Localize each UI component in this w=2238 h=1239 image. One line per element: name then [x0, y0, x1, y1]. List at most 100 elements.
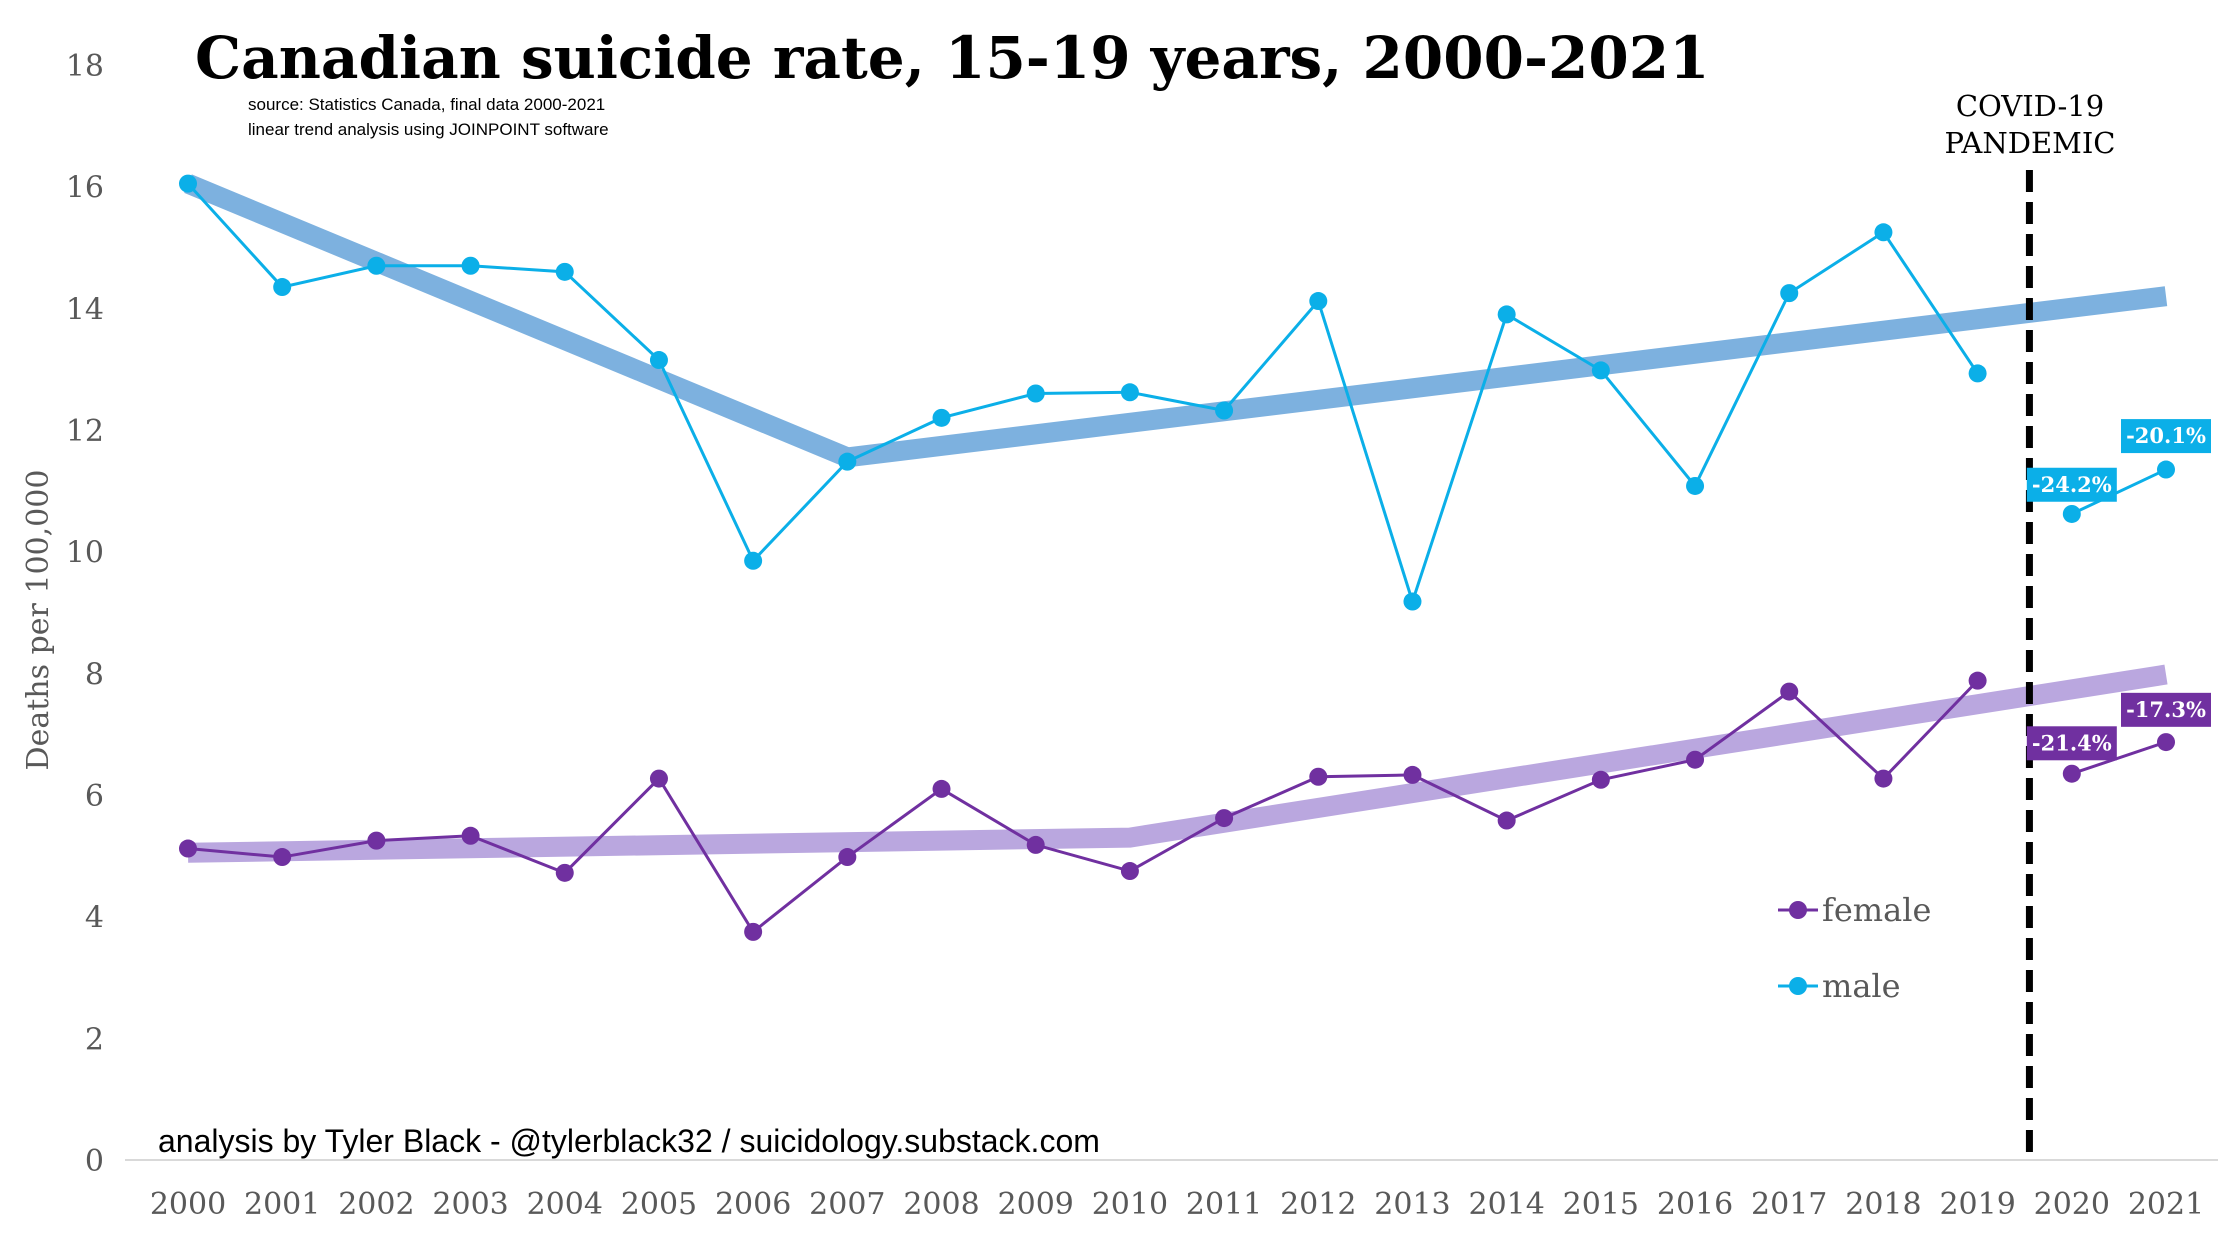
- data-point-male: [1120, 383, 1139, 402]
- change-badge-label: -21.4%: [2032, 730, 2112, 755]
- data-point-male: [555, 262, 574, 281]
- data-point-male: [1026, 384, 1045, 403]
- y-tick-label: 2: [85, 1022, 104, 1057]
- series-line-female-pandemic: [2071, 740, 2167, 776]
- axis-layer: 0 2 4 6 8 10 12 14 16 18 2000 2001 2002 2003 2004 2005 2…: [66, 49, 2218, 1222]
- change-badge-label: -24.2%: [2032, 472, 2112, 497]
- annotation-layer: -24.2% -20.1% -21.4% -17.3%: [2025, 170, 2211, 1160]
- data-point-male: [744, 551, 763, 570]
- x-tick-label: 2005: [621, 1187, 697, 1222]
- x-tick-label: 2001: [244, 1187, 320, 1222]
- data-point-female: [1874, 769, 1893, 788]
- data-point-female: [367, 831, 386, 850]
- legend-female-marker: [1789, 901, 1807, 919]
- change-badge: [2121, 419, 2211, 454]
- data-point-female: [1497, 811, 1516, 830]
- data-point-female: [1780, 682, 1799, 701]
- data-point-male: [273, 278, 292, 297]
- series-layer: [179, 174, 2175, 941]
- y-axis-label: Deaths per 100,000: [21, 470, 56, 771]
- data-point-male: [1309, 292, 1328, 311]
- data-point-female: [461, 826, 480, 845]
- change-badge: [2026, 467, 2117, 502]
- x-tick-label: 2003: [432, 1187, 508, 1222]
- x-tick-label: 2012: [1280, 1187, 1356, 1222]
- x-tick-label: 2021: [2128, 1187, 2204, 1222]
- data-point-male: [1215, 401, 1234, 420]
- pandemic-label-line-1: COVID-19: [1956, 89, 2104, 123]
- data-point-male: [1591, 361, 1610, 380]
- x-tick-label: 2002: [338, 1187, 414, 1222]
- y-tick-label: 12: [66, 414, 104, 449]
- data-point-female: [1215, 809, 1234, 828]
- data-point-male: [1497, 305, 1516, 324]
- series-line-female: [187, 679, 1979, 935]
- y-tick-label: 6: [85, 779, 104, 814]
- data-point-male: [932, 408, 951, 427]
- data-point-female: [1968, 671, 1987, 690]
- change-badge: [2026, 726, 2117, 761]
- data-point-male: [1686, 476, 1705, 495]
- data-point-male: [1968, 364, 1987, 383]
- trend-layer: [184, 174, 2168, 863]
- data-point-female: [1591, 770, 1610, 789]
- data-point-female: [1403, 765, 1422, 784]
- data-point-female: [1686, 750, 1705, 769]
- legend: female male: [1778, 891, 1931, 1005]
- data-point-female: [1309, 767, 1328, 786]
- data-point-male: [838, 452, 857, 471]
- change-badge: [2121, 692, 2211, 727]
- x-tick-label: 2000: [150, 1187, 226, 1222]
- y-tick-label: 16: [66, 171, 104, 206]
- x-tick-label: 2017: [1751, 1187, 1827, 1222]
- change-badge-label: -20.1%: [2126, 423, 2206, 448]
- y-tick-label: 4: [85, 901, 104, 936]
- data-point-female: [273, 848, 292, 867]
- y-tick-label: 14: [66, 292, 104, 327]
- x-tick-label: 2013: [1374, 1187, 1450, 1222]
- data-point-female: [555, 863, 574, 882]
- x-tick-label: 2004: [527, 1187, 603, 1222]
- credit-text: analysis by Tyler Black - @tylerblack32 …: [158, 1123, 1100, 1159]
- x-tick-label: 2019: [1939, 1187, 2015, 1222]
- x-tick-label: 2016: [1657, 1187, 1733, 1222]
- x-tick-label: 2008: [903, 1187, 979, 1222]
- data-point-male: [649, 351, 668, 370]
- series-line-male-pandemic: [2071, 468, 2167, 516]
- pandemic-label-line-2: PANDEMIC: [1945, 126, 2116, 160]
- data-point-male: [1780, 284, 1799, 303]
- x-tick-label: 2018: [1845, 1187, 1921, 1222]
- source-line-1: source: Statistics Canada, final data 20…: [248, 95, 605, 114]
- data-point-male: [1403, 592, 1422, 611]
- x-tick-label: 2020: [2034, 1187, 2110, 1222]
- trend-line-male: [184, 174, 2168, 468]
- data-point-male: [179, 174, 197, 193]
- data-point-male: [367, 256, 386, 275]
- x-tick-label: 2006: [715, 1187, 791, 1222]
- data-point-male: [2157, 460, 2175, 479]
- x-tick-label: 2007: [809, 1187, 885, 1222]
- y-tick-label: 18: [66, 49, 104, 84]
- data-point-female: [932, 779, 951, 798]
- data-point-male: [461, 256, 480, 275]
- data-point-female: [2157, 733, 2175, 752]
- data-point-female: [179, 839, 197, 858]
- legend-entry-male: male: [1778, 967, 1901, 1005]
- data-point-female: [2062, 764, 2081, 783]
- data-point-female: [1026, 835, 1045, 854]
- legend-male-marker: [1789, 977, 1807, 995]
- data-point-male: [1874, 223, 1893, 242]
- legend-female-label: female: [1822, 891, 1931, 929]
- data-point-male: [2062, 504, 2081, 523]
- x-tick-label: 2011: [1186, 1187, 1262, 1222]
- data-point-female: [744, 922, 763, 941]
- y-tick-label: 8: [85, 657, 104, 692]
- chart-title: Canadian suicide rate, 15-19 years, 2000…: [195, 24, 1710, 92]
- data-point-female: [838, 848, 857, 867]
- x-tick-label: 2010: [1092, 1187, 1168, 1222]
- change-badge-label: -17.3%: [2126, 697, 2206, 722]
- x-tick-label: 2015: [1563, 1187, 1639, 1222]
- data-point-female: [1120, 862, 1139, 881]
- series-line-male: [186, 182, 1979, 607]
